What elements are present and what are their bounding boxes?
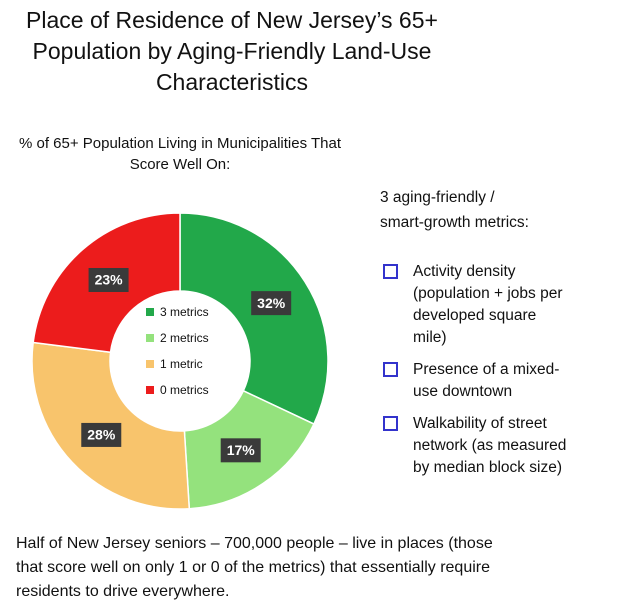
legend-label: 1 metric [160,357,203,371]
footer-text: that score well on only 1 or 0 of the me… [16,559,490,576]
footer-text: Half of New Jersey seniors – 700,000 peo… [16,535,493,552]
checkbox-icon [383,416,398,431]
side-item: network (as measured [413,437,566,454]
side-heading: smart-growth metrics: [380,214,529,231]
footer-text: residents to drive everywhere. [16,583,229,600]
legend-label: 2 metrics [160,331,209,345]
checkbox-icon [383,264,398,279]
value-label-box [220,438,261,463]
legend-label: 0 metrics [160,383,209,397]
side-item: Presence of a mixed- [413,361,559,378]
side-item: use downtown [413,383,512,400]
side-item: Activity density [413,263,516,280]
value-label-box [88,267,129,292]
side-item: (population + jobs per [413,285,563,302]
chart-title: Characteristics [156,69,308,95]
value-label-box [81,422,122,447]
legend-label: 3 metrics [160,305,209,319]
side-item: developed square [413,307,536,324]
side-heading: 3 aging-friendly / [380,189,495,206]
side-item: by median block size) [413,459,562,476]
checkbox-icon [383,362,398,377]
value-label: 32% [257,295,286,311]
side-item: Walkability of street [413,415,547,432]
legend-swatch [146,360,154,368]
legend-swatch [146,308,154,316]
chart-title: Population by Aging-Friendly Land-Use [33,38,432,64]
chart-title: Place of Residence of New Jersey’s 65+ [26,7,438,33]
chart-subtitle: % of 65+ Population Living in Municipali… [19,135,342,152]
value-label: 23% [95,272,124,288]
chart-subtitle: Score Well On: [130,156,231,173]
side-item: mile) [413,329,447,346]
donut-slice [179,212,329,426]
value-label-box [251,291,292,316]
value-label: 28% [87,427,116,443]
value-label: 17% [227,442,256,458]
legend-swatch [146,334,154,342]
legend-swatch [146,386,154,394]
